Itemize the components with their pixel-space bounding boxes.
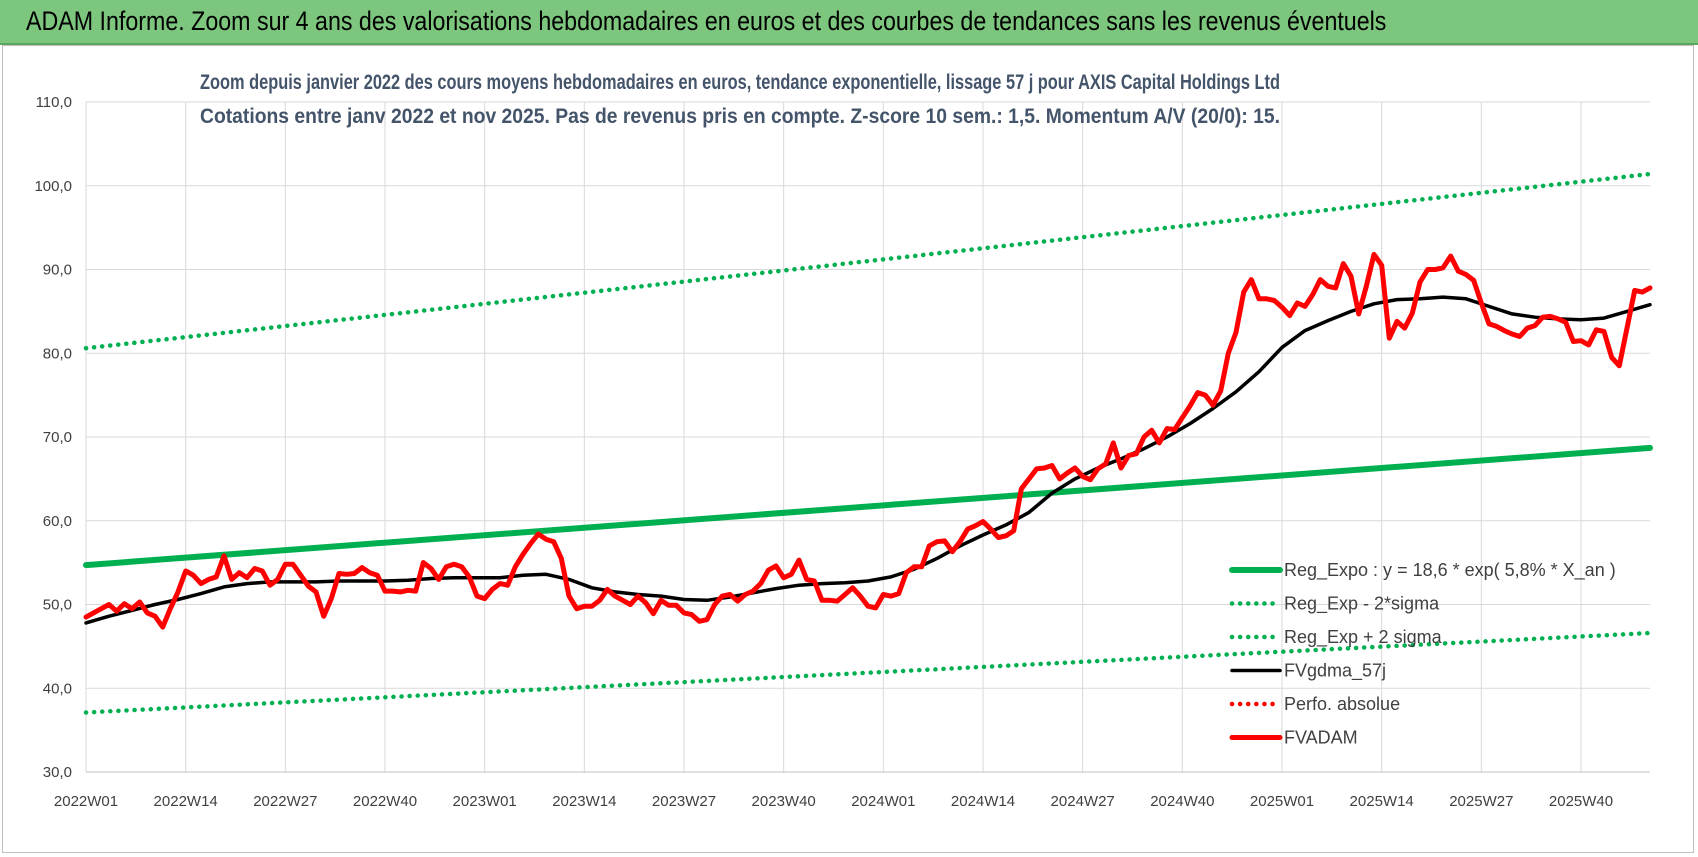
x-tick-label: 2025W14 [1350, 793, 1414, 810]
chart-frame [2, 45, 1694, 853]
x-tick-label: 2025W40 [1549, 793, 1613, 810]
banner-title: ADAM Informe. Zoom sur 4 ans des valoris… [26, 6, 1387, 36]
x-tick-label: 2022W14 [154, 793, 218, 810]
series-line-fvadam [83, 251, 1653, 630]
x-tick-label: 2023W40 [752, 793, 816, 810]
chart-grid [85, 101, 1650, 773]
x-tick-label: 2024W27 [1051, 793, 1115, 810]
x-tick-label: 2022W27 [253, 793, 317, 810]
legend-label: Perfo. absolue [1284, 694, 1400, 714]
series-line-reg-expo-y-18-6-exp-5-8-x-an [83, 444, 1653, 569]
legend-label: FVADAM [1284, 728, 1358, 748]
y-tick-label: 110,0 [36, 94, 72, 111]
x-tick-label: 2023W01 [453, 793, 517, 810]
legend-label: FVgdma_57j [1284, 661, 1386, 682]
y-tick-label: 70,0 [43, 429, 72, 446]
x-tick-label: 2022W40 [353, 793, 417, 810]
y-tick-label: 50,0 [43, 597, 72, 614]
series-line-fvgdma-57j [84, 295, 1652, 625]
series-line-reg-exp-2-sigma [83, 630, 1653, 715]
chart-subtitle: Cotations entre janv 2022 et nov 2025. P… [200, 105, 1280, 128]
y-axis-ticks: 30,0 40,0 50,0 60,0 70,0 80,0 90,0 100,0 110,0 [34, 94, 72, 781]
x-tick-label: 2023W14 [552, 793, 616, 810]
y-tick-label: 80,0 [43, 345, 72, 362]
y-tick-label: 90,0 [43, 262, 72, 279]
x-tick-label: 2023W27 [652, 793, 716, 810]
y-tick-label: 40,0 [43, 680, 72, 697]
x-tick-label: 2024W01 [851, 793, 915, 810]
y-tick-label: 100,0 [34, 178, 72, 195]
y-tick-label: 30,0 [43, 764, 72, 781]
series-line-reg-exp-2-sigma [83, 171, 1653, 351]
legend-label: Reg_Expo : y = 18,6 * exp( 5,8% * X_an ) [1284, 560, 1616, 581]
x-tick-label: 2025W01 [1250, 793, 1314, 810]
x-axis-ticks: 2022W01 2022W14 2022W27 2022W40 2023W01 2023W… [54, 793, 1613, 810]
chart-series [83, 171, 1653, 715]
header-banner: ADAM Informe. Zoom sur 4 ans des valoris… [0, 0, 1698, 45]
chart-legend: Reg_Expo : y = 18,6 * exp( 5,8% * X_an )… [1229, 560, 1616, 748]
x-tick-label: 2025W27 [1449, 793, 1513, 810]
x-tick-label: 2024W14 [951, 793, 1015, 810]
x-tick-label: 2024W40 [1150, 793, 1214, 810]
legend-label: Reg_Exp - 2*sigma [1284, 594, 1440, 615]
x-tick-label: 2022W01 [54, 793, 118, 810]
y-tick-label: 60,0 [43, 513, 72, 530]
legend-label: Reg_Exp + 2 sigma [1284, 627, 1443, 648]
chart-title: Zoom depuis janvier 2022 des cours moyen… [200, 71, 1280, 94]
